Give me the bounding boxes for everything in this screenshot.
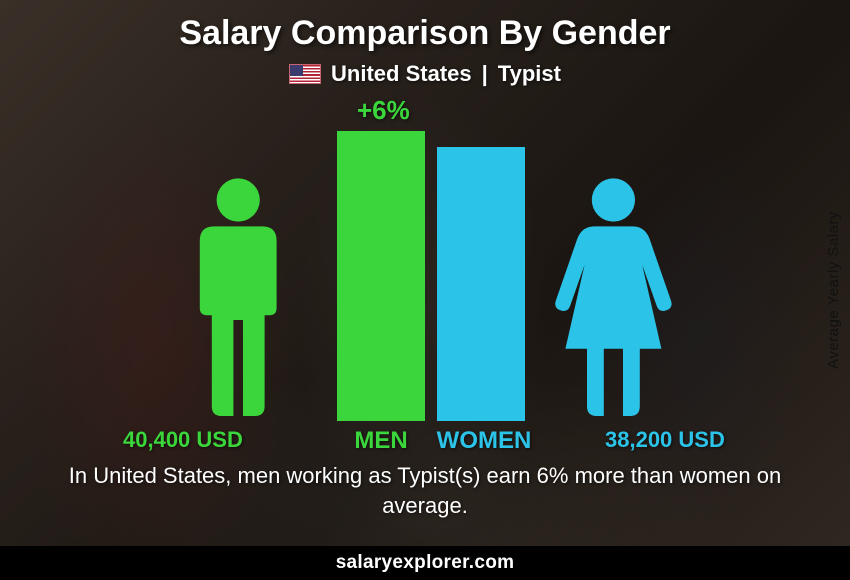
salary-women: 38,200 USD [605,427,725,453]
job-label: Typist [498,61,561,87]
bar-women [437,147,525,421]
bar-chart: +6% MEN 40,400 USD WOMEN 38,200 USD [65,95,785,455]
category-label-men: MEN [333,427,429,455]
y-axis-label: Average Yearly Salary [825,211,842,369]
bar-men [337,131,425,421]
male-icon [183,176,293,416]
footer-url[interactable]: salaryexplorer.com [336,552,515,574]
subtitle-row: United States | Typist [289,61,561,87]
female-icon [551,176,676,416]
category-label-women: WOMEN [429,427,539,455]
country-label: United States [331,61,472,87]
salary-men: 40,400 USD [123,427,243,453]
us-flag-icon [289,64,321,84]
infographic-content: Salary Comparison By Gender United State… [0,0,850,580]
summary-text: In United States, men working as Typist(… [65,461,785,520]
difference-label: +6% [357,95,410,126]
male-person-icon [183,176,293,421]
page-title: Salary Comparison By Gender [179,14,670,53]
separator: | [482,61,488,87]
female-person-icon [551,176,676,421]
footer-bar: salaryexplorer.com [0,546,850,580]
